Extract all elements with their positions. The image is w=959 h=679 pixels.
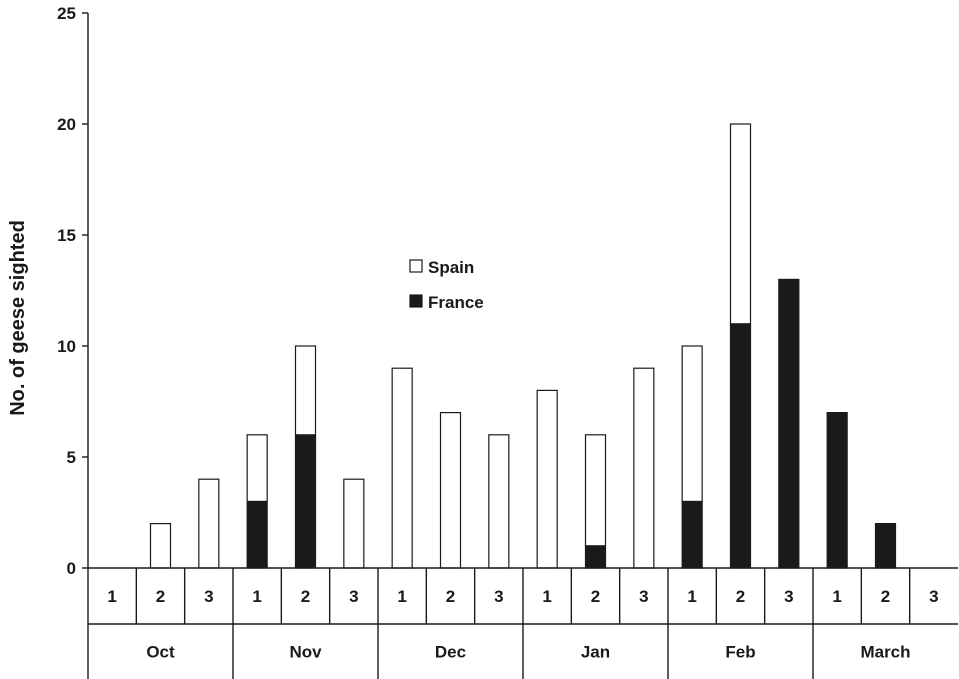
period-label: 1: [542, 587, 551, 606]
legend: Spain France: [409, 258, 484, 312]
x-axis-table: 1 2 3 1 2 3 1 2 3 1 2 3 1 2 3 1 2 3 Oct Nov Dec Jan Feb March: [87, 567, 958, 679]
period-label: 3: [494, 587, 503, 606]
bar-spain-7: [391, 367, 413, 569]
bar-spain-2: [149, 522, 172, 569]
bar-france-14: [729, 323, 752, 569]
bar-spain-13: [681, 345, 703, 502]
month-label: Dec: [435, 643, 466, 662]
legend-label-spain: Spain: [428, 258, 474, 277]
bar-spain-5: [294, 345, 317, 436]
legend-label-france: France: [428, 293, 484, 312]
bar-france-15: [778, 278, 800, 569]
bar-france-13: [681, 500, 703, 569]
period-label: 3: [639, 587, 648, 606]
period-label: 1: [397, 587, 406, 606]
period-label: 3: [349, 587, 358, 606]
y-tick-label: 0: [67, 559, 76, 578]
bars-layer: [149, 123, 897, 569]
period-label: 2: [301, 587, 310, 606]
period-label: 2: [591, 587, 600, 606]
bar-spain-4: [246, 434, 268, 502]
period-label: 3: [204, 587, 213, 606]
bar-spain-8: [439, 412, 462, 569]
y-tick-label: 20: [57, 115, 76, 134]
bar-spain-14: [729, 123, 752, 325]
bar-spain-6: [343, 478, 365, 569]
bar-spain-3: [198, 478, 220, 569]
bar-france-17: [874, 522, 897, 569]
bar-france-16: [826, 412, 848, 569]
period-label: 3: [784, 587, 793, 606]
bar-france-5: [294, 434, 317, 569]
legend-swatch-france: [409, 294, 423, 308]
month-label: Jan: [581, 643, 610, 662]
bar-spain-12: [633, 367, 655, 569]
period-label: 2: [446, 587, 455, 606]
period-label: 2: [156, 587, 165, 606]
month-label: Nov: [289, 643, 322, 662]
y-tick-label: 15: [57, 226, 76, 245]
period-label: 2: [881, 587, 890, 606]
month-label: March: [860, 643, 910, 662]
y-tick-label: 5: [67, 448, 76, 467]
y-axis: 0 5 10 15 20 25: [57, 4, 89, 578]
bar-france-4: [246, 500, 268, 569]
period-label: 1: [252, 587, 261, 606]
period-label: 2: [736, 587, 745, 606]
legend-swatch-spain: [409, 259, 423, 273]
month-label: Oct: [146, 643, 175, 662]
period-label: 1: [107, 587, 116, 606]
period-label: 1: [832, 587, 841, 606]
bar-spain-9: [488, 434, 510, 569]
month-label: Feb: [725, 643, 755, 662]
bar-france-11: [584, 545, 607, 569]
y-axis-label: No. of geese sighted: [7, 220, 29, 416]
y-tick-label: 10: [57, 337, 76, 356]
y-tick-label: 25: [57, 4, 76, 23]
bar-spain-10: [536, 389, 558, 569]
period-label: 3: [929, 587, 938, 606]
period-label: 1: [687, 587, 696, 606]
bar-spain-11: [584, 434, 607, 547]
